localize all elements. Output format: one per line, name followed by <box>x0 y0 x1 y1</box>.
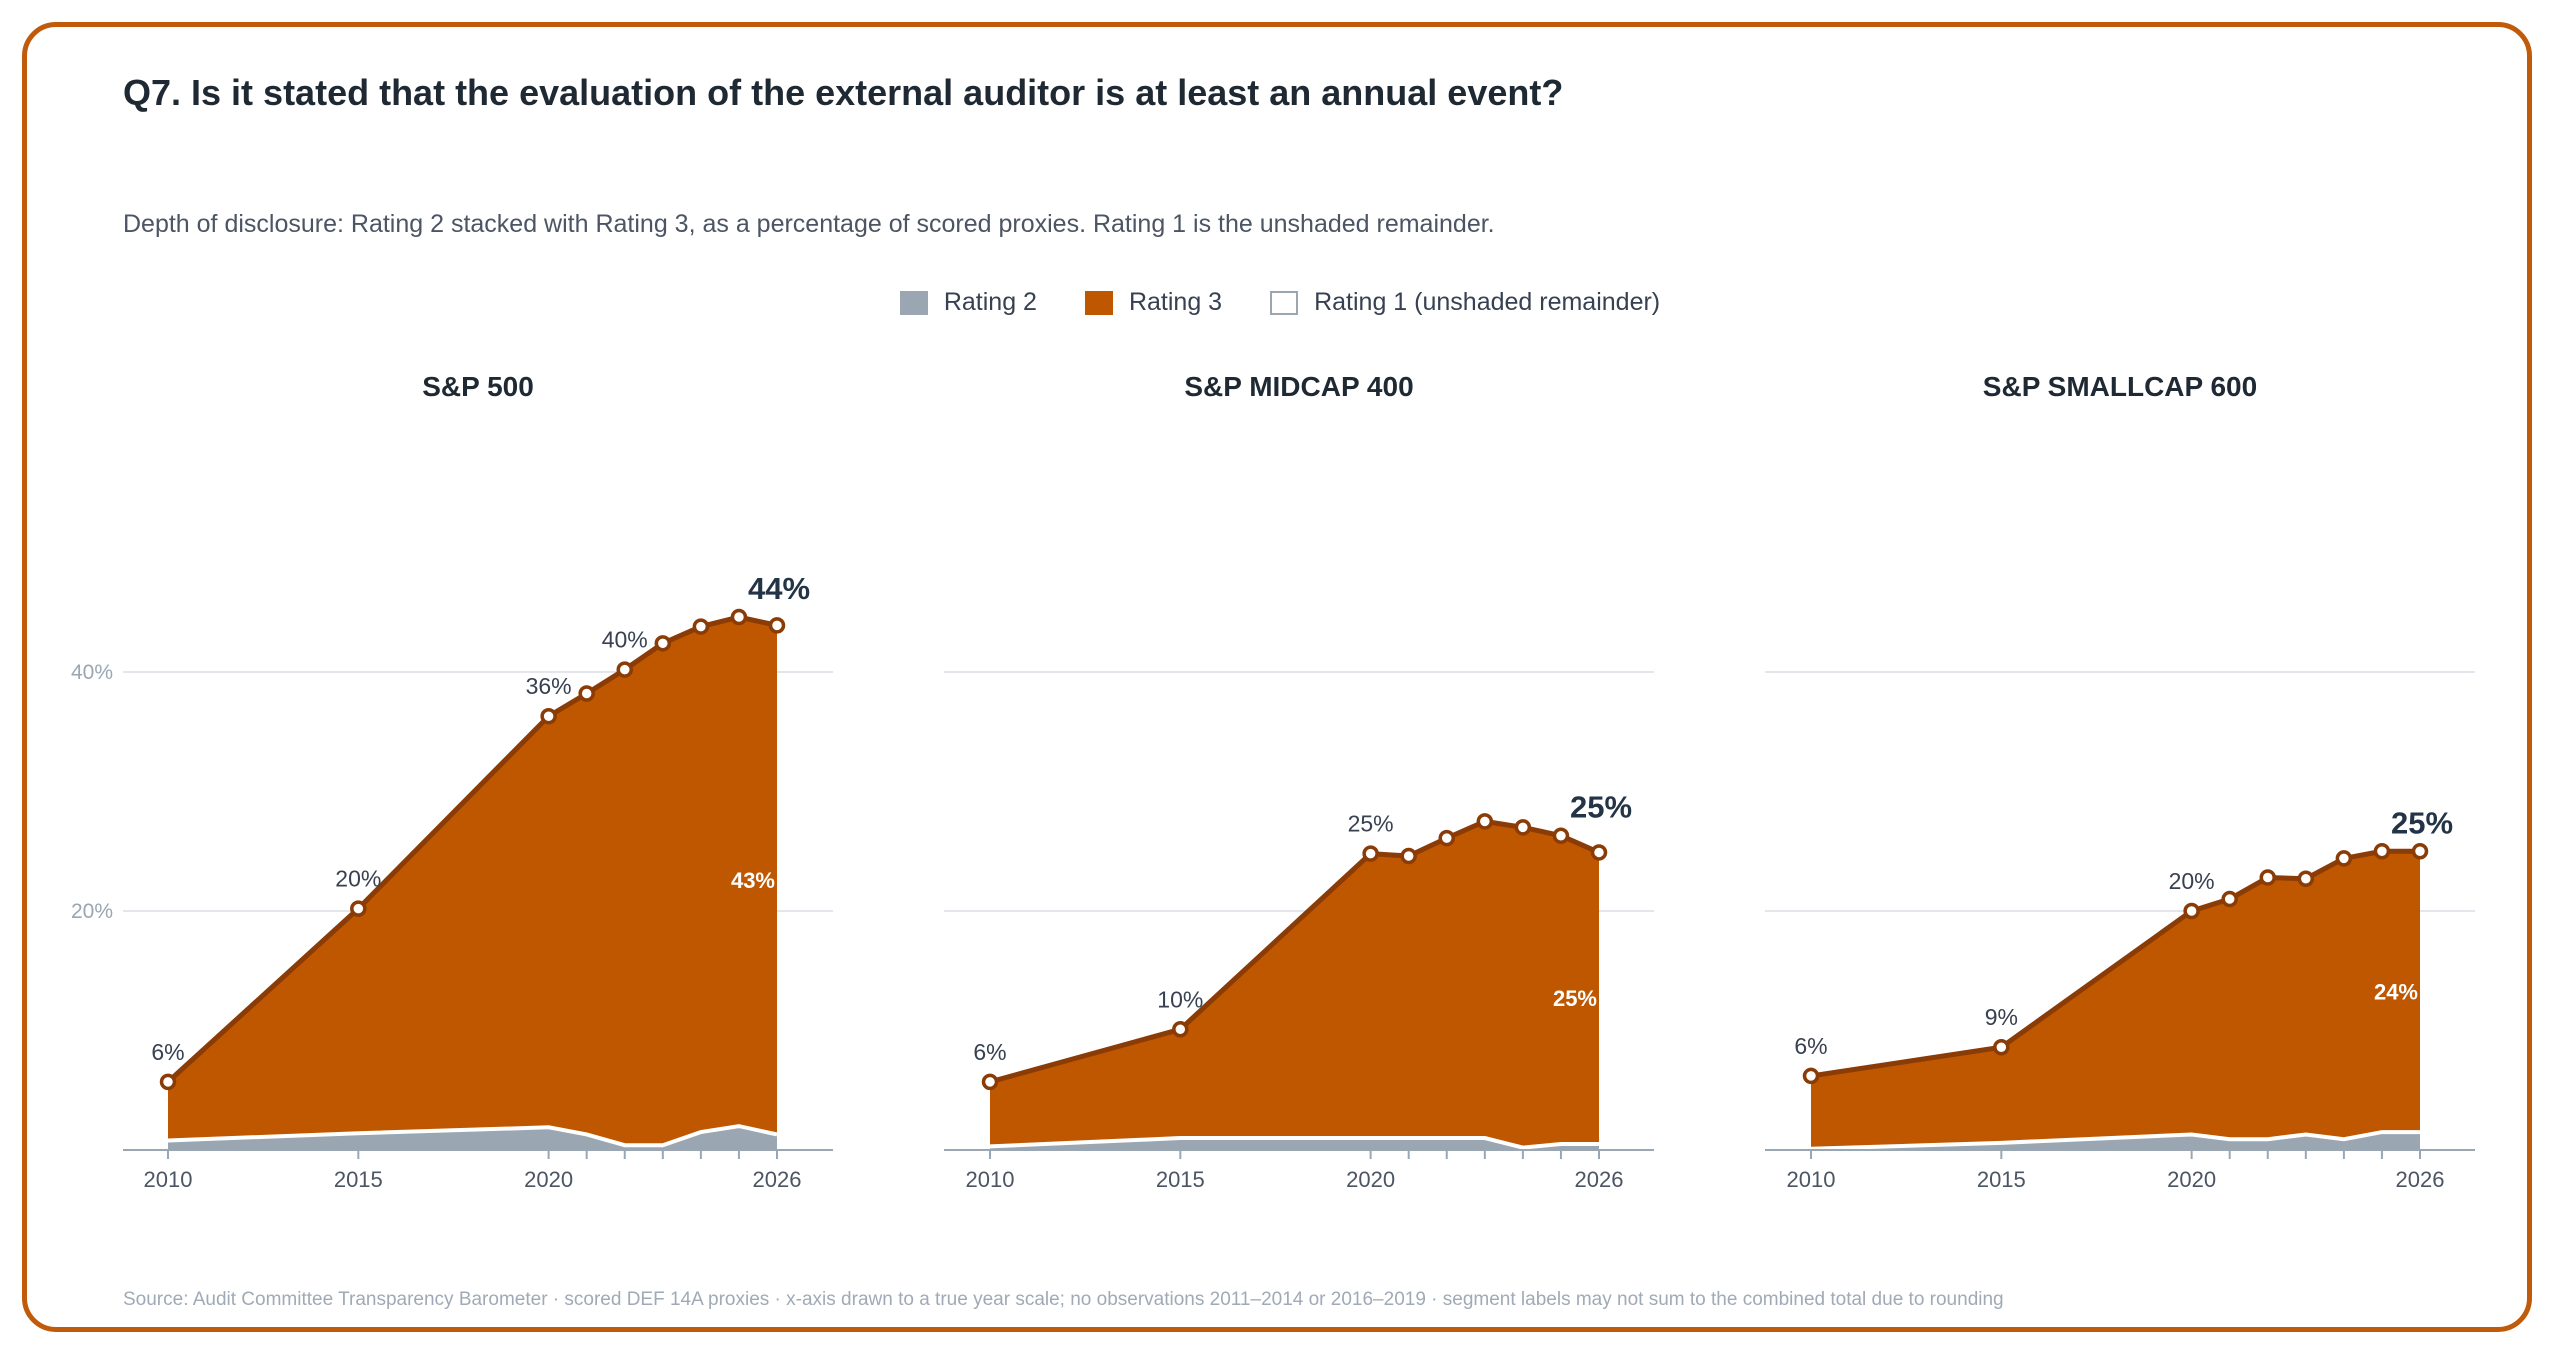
point-label: 25% <box>1348 811 1394 837</box>
source-note: Source: Audit Committee Transparency Bar… <box>123 1289 2004 1310</box>
point-label: 9% <box>1985 1004 2018 1030</box>
data-point <box>654 635 672 652</box>
point-label: 6% <box>1794 1033 1827 1059</box>
x-tick-label: 2020 <box>1346 1167 1395 1192</box>
x-tick-label: 2020 <box>524 1167 573 1192</box>
chart-panel-2: S&P MIDCAP 400 2010 2015 2020 2026 6% 10% 25% 25… <box>944 371 1654 1192</box>
data-point <box>1362 845 1379 862</box>
final-total-label: 25% <box>2391 805 2453 840</box>
x-tick-label: 2010 <box>144 1167 193 1192</box>
point-label: 10% <box>1157 986 1203 1012</box>
legend-swatch-rating-2 <box>899 290 928 315</box>
data-point <box>2259 869 2276 886</box>
legend-label-rating-3: Rating 3 <box>1128 288 1223 316</box>
panel-title: S&P 500 <box>422 371 534 402</box>
data-point <box>1438 829 1455 847</box>
panel-title: S&P SMALLCAP 600 <box>1983 371 2257 402</box>
segment-label-rating-3: 24% <box>2374 980 2418 1005</box>
point-label: 36% <box>526 673 572 699</box>
panel-title: S&P MIDCAP 400 <box>1184 371 1413 402</box>
legend: Rating 2 Rating 3 Rating 1 (unshaded rem… <box>0 288 2560 317</box>
point-label: 20% <box>2169 868 2215 894</box>
point-label: 6% <box>151 1039 184 1065</box>
data-point <box>2411 843 2429 860</box>
area-rating-3 <box>1811 851 2420 1149</box>
segment-label-rating-3: 43% <box>731 868 775 893</box>
data-point <box>730 608 748 626</box>
data-point <box>981 1073 999 1091</box>
data-point <box>1590 844 1608 861</box>
point-label: 40% <box>602 627 648 653</box>
legend-item-rating-3: Rating 3 <box>1084 288 1223 317</box>
point-label: 6% <box>973 1039 1006 1065</box>
page-title: Q7. Is it stated that the evaluation of … <box>123 72 1564 113</box>
chart-panel-1: S&P 500 20% 40% 2010 2015 2020 2026 6% 20% 36% 40%… <box>71 371 833 1192</box>
x-tick-label: 2026 <box>2396 1167 2445 1192</box>
legend-item-rating-2: Rating 2 <box>899 288 1037 317</box>
data-point <box>692 618 710 635</box>
data-point <box>1172 1021 1189 1038</box>
data-point <box>1802 1067 1820 1085</box>
legend-label-rating-1: Rating 1 (unshaded remainder) <box>1314 288 1661 316</box>
x-tick-label: 2026 <box>753 1167 802 1192</box>
x-tick-label: 2010 <box>966 1167 1015 1192</box>
rating-2-boundary <box>1810 1130 2420 1151</box>
area-rating-2 <box>168 1126 777 1150</box>
legend-label-rating-2: Rating 2 <box>943 288 1037 316</box>
rating-2-boundary <box>167 1124 778 1148</box>
data-point <box>350 900 367 917</box>
page-subtitle: Depth of disclosure: Rating 2 stacked wi… <box>123 210 1495 238</box>
data-point <box>2335 850 2353 867</box>
data-point <box>1476 813 1494 830</box>
legend-swatch-rating-1 <box>1270 290 1299 315</box>
x-tick-label: 2015 <box>1156 1167 1205 1192</box>
legend-swatch-rating-3 <box>1084 290 1113 315</box>
data-point <box>1400 847 1417 865</box>
data-point <box>2297 870 2315 887</box>
data-point <box>2373 843 2391 860</box>
y-tick-label: 40% <box>71 661 113 684</box>
data-point <box>1552 827 1570 844</box>
legend-item-rating-1: Rating 1 (unshaded remainder) <box>1270 288 1660 317</box>
x-tick-label: 2010 <box>1787 1167 1836 1192</box>
data-point <box>1514 819 1532 836</box>
y-tick-label: 20% <box>71 900 113 923</box>
area-rating-3 <box>168 617 777 1146</box>
final-total-label: 44% <box>748 571 810 606</box>
data-point <box>159 1073 177 1091</box>
point-label: 20% <box>335 866 381 892</box>
data-point <box>1993 1038 2010 1056</box>
final-total-label: 25% <box>1570 790 1632 825</box>
data-point <box>2221 890 2238 908</box>
data-point <box>768 617 786 634</box>
segment-label-rating-3: 25% <box>1553 986 1597 1011</box>
x-tick-label: 2020 <box>2167 1167 2216 1192</box>
chart-panel-3: S&P SMALLCAP 600 2010 2015 2020 2026 6% 9% 20% 2… <box>1765 371 2475 1192</box>
rating-2-boundary <box>989 1136 1599 1150</box>
x-tick-label: 2015 <box>1977 1167 2026 1192</box>
data-point <box>2183 902 2200 920</box>
data-point <box>540 707 557 725</box>
data-point <box>616 661 633 678</box>
x-tick-label: 2015 <box>334 1167 383 1192</box>
x-tick-label: 2026 <box>1575 1167 1624 1192</box>
data-point <box>578 685 595 702</box>
area-rating-3 <box>990 821 1599 1148</box>
